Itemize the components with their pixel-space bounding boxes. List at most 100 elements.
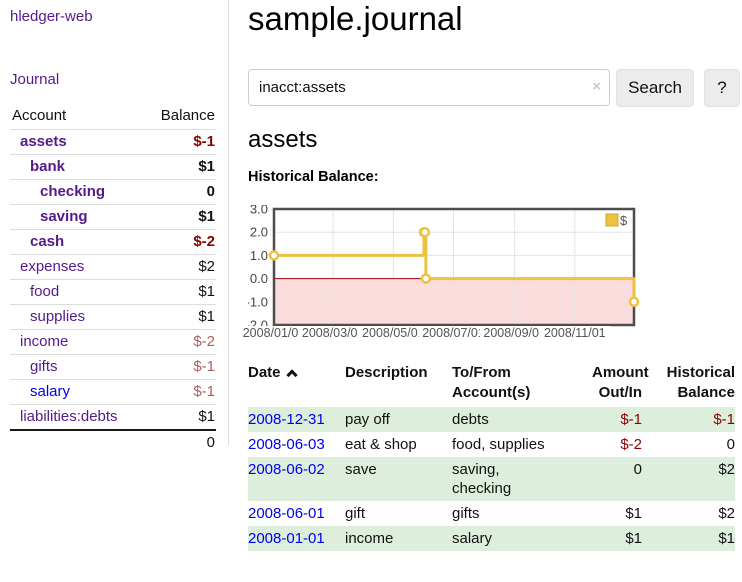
y-axis-label: 2.0 <box>250 225 268 240</box>
account-row: expenses $2 <box>10 254 216 280</box>
accounts-table-body: assets $-1 bank $1 checking 0 saving $1 cash $-2 e… <box>10 129 216 431</box>
transaction-amount: $-1 <box>592 407 642 432</box>
account-balance: $1 <box>198 158 215 175</box>
transaction-date-link[interactable]: 2008-06-03 <box>248 436 325 453</box>
transaction-description: gift <box>345 505 366 522</box>
app-brand-link[interactable]: hledger-web <box>10 8 93 25</box>
data-point-marker <box>419 226 431 238</box>
transaction-amount: $-2 <box>620 436 642 453</box>
sidebar-account-link[interactable]: income <box>20 333 69 350</box>
transaction-row: 2008-06-02 save saving, checking 0 $2 <box>248 457 735 501</box>
x-axis-label: 2008/03/01 <box>298 326 369 340</box>
account-balance: $-1 <box>193 383 215 400</box>
account-balance: $1 <box>198 208 215 225</box>
main-content: sample.journal × Search ? assets Histori… <box>239 0 742 582</box>
transaction-accounts: gifts <box>452 505 480 522</box>
account-balance: $-1 <box>193 358 215 375</box>
data-point-marker <box>268 250 280 261</box>
date-column-header[interactable]: Date <box>248 360 345 407</box>
data-point-marker <box>628 296 640 308</box>
account-row: gifts $-1 <box>10 354 216 380</box>
account-balance: $2 <box>198 258 215 275</box>
search-input[interactable] <box>248 69 610 106</box>
balance-column-header-main: Historical Balance <box>666 364 735 401</box>
sidebar-account-link[interactable]: gifts <box>30 358 58 375</box>
accounts-total-row: 0 <box>10 430 216 455</box>
search-button[interactable]: Search <box>616 69 694 107</box>
account-row: salary $-1 <box>10 379 216 405</box>
transaction-amount: $1 <box>625 505 642 522</box>
account-row: bank $1 <box>10 154 216 180</box>
sidebar-account-link[interactable]: food <box>30 283 60 300</box>
transaction-row: 2008-06-01 gift gifts $1 $2 <box>248 501 735 526</box>
balance-chart: 3.0 2.0 1.0 0.0 -1.0 -2.0 $2008/01/012008/03/0… <box>239 205 742 347</box>
sidebar-account-link[interactable]: bank <box>30 158 66 175</box>
legend-label: $ <box>620 213 628 228</box>
transaction-description: income <box>345 526 452 551</box>
account-row: cash $-2 <box>10 229 216 255</box>
sidebar-account-link[interactable]: cash <box>30 233 65 250</box>
sidebar-account-link[interactable]: assets <box>20 133 67 150</box>
account-balance: $-1 <box>193 133 215 150</box>
y-axis-label: -1.0 <box>248 294 268 309</box>
data-point-marker <box>420 273 432 284</box>
legend-swatch <box>605 213 619 227</box>
y-axis-label: 3.0 <box>250 205 268 217</box>
transaction-description: eat & shop <box>345 436 417 453</box>
transaction-row: 2008-06-03 eat & shop food, supplies $-2 0 <box>248 432 735 457</box>
transaction-date-link[interactable]: 2008-01-01 <box>248 530 325 547</box>
description-column-header: Description <box>345 364 428 381</box>
account-row: assets $-1 <box>10 129 216 155</box>
sidebar: hledger-web Journal Account Balance asse… <box>0 0 229 451</box>
account-row: saving $1 <box>10 204 216 230</box>
account-balance: 0 <box>206 183 215 200</box>
account-balance: $1 <box>198 408 215 425</box>
sidebar-account-link[interactable]: supplies <box>30 308 86 325</box>
accounts-column-header: To/From Account(s) <box>452 364 531 401</box>
transaction-accounts: debts <box>452 407 592 432</box>
x-axis-label: 2008/09/01 <box>479 326 550 340</box>
account-title: assets <box>248 126 318 153</box>
register-table-header: Date Description To/From Account(s) Amou… <box>248 360 735 407</box>
search-form: × Search ? <box>248 69 742 107</box>
accounts-table-header: Account Balance <box>10 104 216 130</box>
account-balance: $-2 <box>193 233 215 250</box>
transaction-description: pay off <box>345 407 452 432</box>
account-row: liabilities:debts $1 <box>10 404 216 431</box>
account-balance: $-2 <box>193 333 215 350</box>
transaction-balance: $2 <box>718 505 735 522</box>
accounts-table: Account Balance assets $-1 bank $1 checking 0… <box>10 104 216 455</box>
sidebar-account-link[interactable]: salary <box>30 383 71 400</box>
x-axis-label: 2008/05/01 <box>358 326 429 340</box>
accounts-total-balance: 0 <box>206 434 215 451</box>
account-row: food $1 <box>10 279 216 305</box>
transaction-date-link[interactable]: 2008-12-31 <box>248 411 325 428</box>
transaction-date-link[interactable]: 2008-06-01 <box>248 505 325 522</box>
transaction-description: save <box>345 457 452 501</box>
sidebar-account-link[interactable]: checking <box>40 183 106 200</box>
clear-search-icon[interactable]: × <box>592 78 601 95</box>
transaction-date-link[interactable]: 2008-06-02 <box>248 461 325 478</box>
sidebar-item-journal[interactable]: Journal <box>10 71 60 88</box>
transaction-balance: $-1 <box>642 407 735 432</box>
account-row: income $-2 <box>10 329 216 355</box>
help-button[interactable]: ? <box>704 69 740 107</box>
sidebar-account-link[interactable]: liabilities:debts <box>20 408 118 425</box>
sidebar-account-link[interactable]: saving <box>40 208 88 225</box>
transaction-row: 2008-01-01 income salary $1 $1 <box>248 526 735 551</box>
balance-column-header: Balance <box>160 107 215 124</box>
account-row: checking 0 <box>10 179 216 205</box>
x-axis-label: 2008/07/01 <box>418 326 489 340</box>
transaction-amount: 0 <box>592 457 642 501</box>
chart-plot: 3.0 2.0 1.0 0.0 -1.0 -2.0 $ <box>248 205 640 329</box>
search-box: × <box>248 69 610 106</box>
transaction-balance: 0 <box>726 436 735 453</box>
transaction-accounts: saving, checking <box>452 457 592 501</box>
x-axis-label: 2008/11/01 <box>539 326 610 340</box>
x-axis-label: 2008/01/01 <box>239 326 309 340</box>
sidebar-account-link[interactable]: expenses <box>20 258 85 275</box>
sort-ascending-icon <box>285 369 298 381</box>
page-title: sample.journal <box>248 0 463 37</box>
account-balance: $1 <box>198 283 215 300</box>
